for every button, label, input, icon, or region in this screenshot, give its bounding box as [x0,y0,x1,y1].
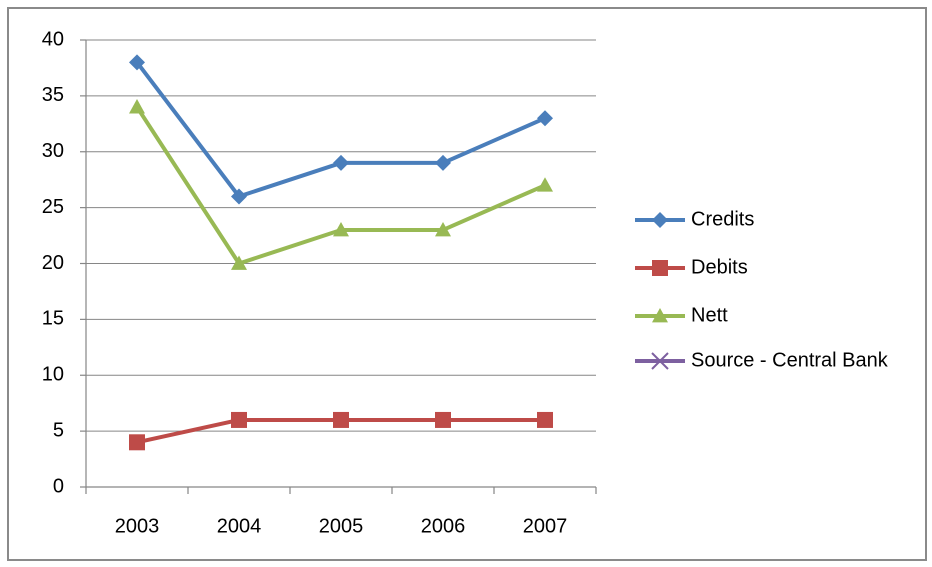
legend-marker [652,212,668,228]
data-point [537,177,553,192]
x-tick-label: 2003 [115,515,160,537]
legend-marker [652,260,668,276]
data-point [333,154,349,171]
y-tick-label: 5 [53,419,64,441]
y-tick-label: 20 [42,252,64,274]
data-point [333,411,349,428]
legend-label: Credits [691,208,754,230]
legend-label: Source - Central Bank [691,349,889,371]
data-point [231,188,247,205]
data-point [537,411,553,428]
legend-marker [652,308,668,323]
y-tick-label: 0 [53,475,64,497]
data-point [129,434,145,451]
data-point [435,154,451,171]
data-point [129,99,145,114]
x-tick-label: 2004 [217,515,262,537]
legend-label: Debits [691,256,748,278]
legend-label: Nett [691,304,728,326]
x-tick-label: 2005 [319,515,364,537]
chart-frame [7,7,927,561]
data-point [333,221,349,237]
data-point [231,255,247,270]
y-tick-label: 10 [42,364,64,386]
data-point [231,411,247,428]
y-tick-label: 30 [42,140,64,162]
data-point [435,221,451,237]
data-point [537,110,553,127]
y-tick-label: 25 [42,196,64,218]
x-tick-label: 2006 [421,515,466,537]
y-tick-label: 40 [42,28,64,50]
data-point [129,54,145,71]
data-point [435,411,451,428]
y-tick-label: 35 [42,84,64,106]
legend-marker [651,352,669,370]
x-tick-label: 2007 [523,515,568,537]
y-tick-label: 15 [42,308,64,330]
